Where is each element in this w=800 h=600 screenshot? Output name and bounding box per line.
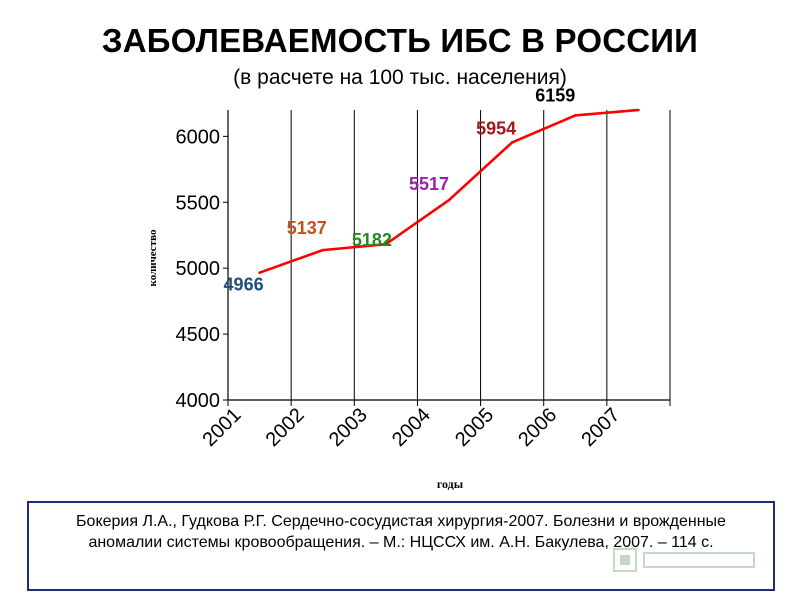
chart-title: ЗАБОЛЕВАЕМОСТЬ ИБС В РОССИИ bbox=[101, 22, 699, 59]
data-label: 5954 bbox=[476, 118, 516, 138]
reference-box: Бокерия Л.А., Гудкова Р.Г. Сердечно-сосу… bbox=[27, 501, 775, 591]
x-tick-label: 2003 bbox=[325, 404, 372, 451]
data-label: 5517 bbox=[409, 174, 449, 194]
y-axis-label: количество bbox=[147, 229, 159, 286]
data-label: 5182 bbox=[352, 230, 392, 250]
data-label: 5137 bbox=[287, 218, 327, 238]
x-axis-label: годы bbox=[437, 477, 464, 491]
series-line-segment bbox=[573, 108, 640, 117]
x-tick-label: 2004 bbox=[388, 404, 435, 451]
series-line-segment bbox=[447, 141, 514, 202]
data-label: 6159 bbox=[535, 85, 575, 105]
series-line-segment bbox=[258, 248, 325, 274]
x-tick-label: 2007 bbox=[577, 404, 624, 451]
series-line-segment bbox=[510, 114, 577, 144]
chart-subtitle: (в расчете на 100 тыс. населения) bbox=[233, 66, 567, 89]
y-tick-label: 5500 bbox=[176, 192, 221, 214]
x-tick-label: 2002 bbox=[262, 404, 309, 451]
x-tick-label: 2006 bbox=[514, 404, 561, 451]
y-tick-label: 5000 bbox=[176, 258, 221, 280]
data-label: 4966 bbox=[224, 275, 264, 295]
y-tick-label: 4500 bbox=[176, 324, 221, 346]
series-line-segment bbox=[384, 198, 451, 246]
series-line-segment bbox=[321, 242, 388, 252]
reference-text: Бокерия Л.А., Гудкова Р.Г. Сердечно-сосу… bbox=[76, 513, 726, 551]
x-tick-label: 2005 bbox=[451, 404, 498, 451]
y-tick-label: 6000 bbox=[176, 126, 221, 148]
watermark-logo bbox=[613, 548, 755, 572]
y-tick-label: 4000 bbox=[176, 390, 221, 412]
